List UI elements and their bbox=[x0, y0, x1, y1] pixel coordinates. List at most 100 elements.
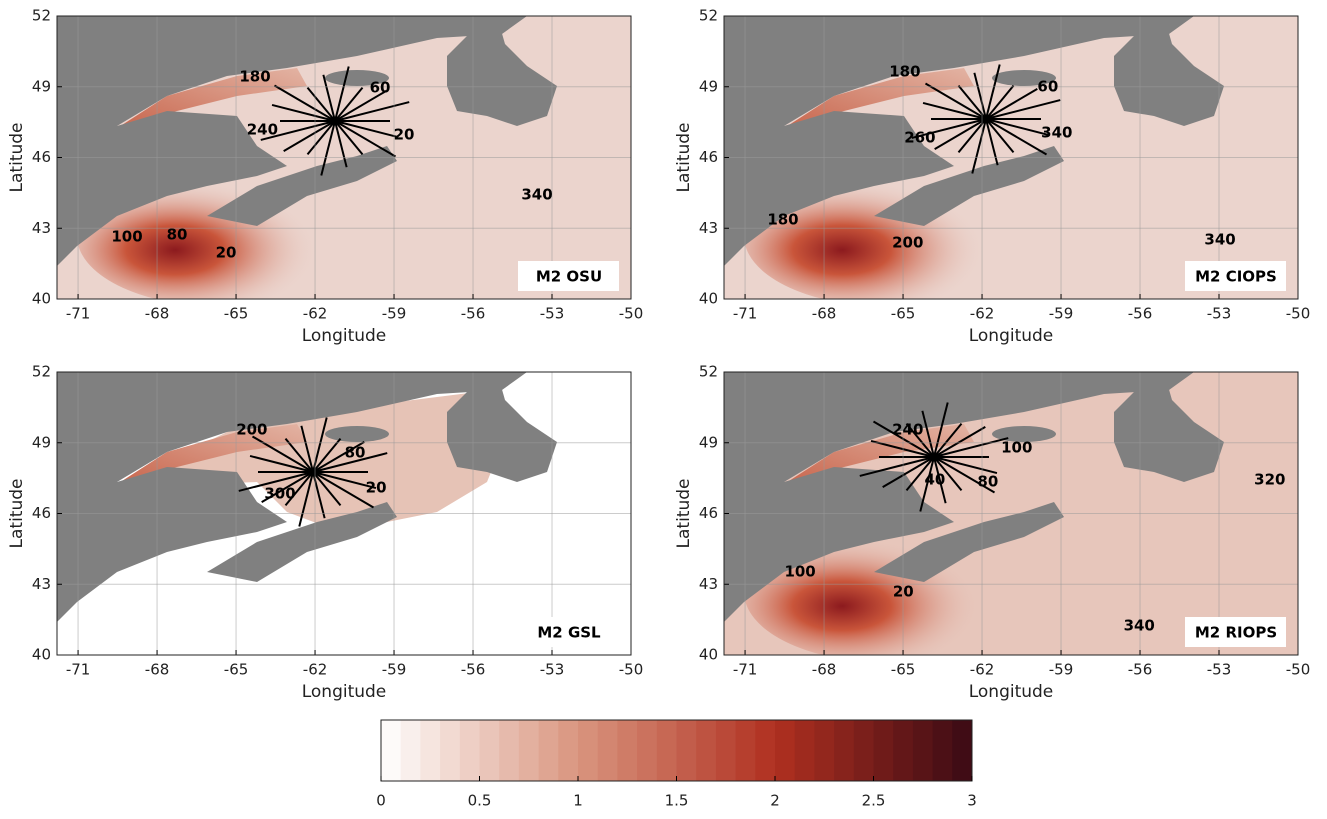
contour-label: 20 bbox=[394, 126, 415, 144]
y-axis-label: Latitude bbox=[674, 479, 694, 549]
colorbar-swatch bbox=[480, 720, 500, 781]
y-tick-label: 52 bbox=[32, 363, 51, 381]
contour-label: 240 bbox=[892, 421, 923, 439]
x-tick-label: -56 bbox=[461, 305, 486, 323]
contour-label: 20 bbox=[216, 244, 237, 262]
x-axis-label: Longitude bbox=[969, 326, 1054, 346]
map-area bbox=[57, 372, 631, 655]
figure: -71-68-65-62-59-56-53-504043464952180602… bbox=[0, 0, 1327, 815]
y-tick-label: 43 bbox=[32, 219, 51, 237]
contour-label: 40 bbox=[924, 471, 945, 489]
colorbar-tick-label: 1 bbox=[573, 792, 583, 810]
colorbar-swatch bbox=[401, 720, 421, 781]
y-tick-label: 49 bbox=[699, 77, 718, 95]
contour-label: 260 bbox=[904, 128, 935, 146]
colorbar-swatch bbox=[460, 720, 480, 781]
contour-label: 100 bbox=[111, 227, 142, 245]
x-tick-label: -50 bbox=[1286, 661, 1311, 679]
x-tick-label: -50 bbox=[1286, 305, 1311, 323]
y-tick-label: 43 bbox=[699, 575, 718, 593]
contour-label: 300 bbox=[264, 485, 295, 503]
panel-label: M2 CIOPS bbox=[1195, 268, 1277, 286]
x-tick-label: -68 bbox=[145, 661, 170, 679]
map-panel: -71-68-65-62-59-56-53-504043464952240100… bbox=[674, 363, 1310, 703]
x-tick-label: -59 bbox=[382, 305, 407, 323]
y-tick-label: 46 bbox=[32, 504, 51, 522]
x-tick-label: -59 bbox=[1049, 305, 1074, 323]
colorbar-swatch bbox=[381, 720, 401, 781]
x-tick-label: -56 bbox=[461, 661, 486, 679]
y-tick-label: 40 bbox=[699, 290, 718, 308]
panel-label: M2 RIOPS bbox=[1195, 624, 1277, 642]
x-tick-label: -53 bbox=[540, 661, 565, 679]
x-tick-label: -71 bbox=[733, 661, 758, 679]
x-tick-label: -68 bbox=[145, 305, 170, 323]
y-tick-label: 40 bbox=[32, 290, 51, 308]
y-tick-label: 43 bbox=[32, 575, 51, 593]
colorbar-swatch bbox=[814, 720, 834, 781]
colorbar-tick-label: 1.5 bbox=[665, 792, 689, 810]
contour-label: 80 bbox=[345, 444, 366, 462]
x-tick-label: -71 bbox=[733, 305, 758, 323]
colorbar-tick-label: 0 bbox=[376, 792, 386, 810]
x-tick-label: -53 bbox=[1207, 305, 1232, 323]
colorbar-swatch bbox=[637, 720, 657, 781]
colorbar-swatch bbox=[736, 720, 756, 781]
colorbar-swatch bbox=[913, 720, 933, 781]
colorbar-swatch bbox=[657, 720, 677, 781]
x-tick-label: -68 bbox=[812, 661, 837, 679]
y-tick-label: 49 bbox=[32, 77, 51, 95]
colorbar-swatch bbox=[874, 720, 894, 781]
y-tick-label: 49 bbox=[32, 433, 51, 451]
x-tick-label: -62 bbox=[303, 661, 328, 679]
colorbar-swatch bbox=[558, 720, 578, 781]
y-tick-label: 52 bbox=[32, 7, 51, 25]
contour-label: 340 bbox=[1124, 616, 1155, 634]
contour-label: 200 bbox=[236, 421, 267, 439]
contour-label: 60 bbox=[370, 78, 391, 96]
colorbar-swatch bbox=[696, 720, 716, 781]
x-tick-label: -62 bbox=[970, 305, 995, 323]
colorbar-tick-label: 2.5 bbox=[862, 792, 886, 810]
contour-label: 200 bbox=[892, 233, 923, 251]
x-tick-label: -62 bbox=[970, 661, 995, 679]
contour-label: 340 bbox=[521, 185, 552, 203]
map-panel: -71-68-65-62-59-56-53-504043464952180602… bbox=[674, 7, 1310, 347]
y-tick-label: 40 bbox=[699, 646, 718, 664]
contour-label: 80 bbox=[977, 473, 998, 491]
contour-label: 180 bbox=[239, 68, 270, 86]
x-tick-label: -68 bbox=[812, 305, 837, 323]
contour-label: 180 bbox=[767, 210, 798, 228]
contour-label: 240 bbox=[247, 120, 278, 138]
colorbar-tick-label: 3 bbox=[967, 792, 977, 810]
x-tick-label: -56 bbox=[1128, 305, 1153, 323]
map-panel: -71-68-65-62-59-56-53-504043464952180602… bbox=[7, 7, 643, 347]
x-axis-label: Longitude bbox=[302, 682, 387, 702]
x-tick-label: -56 bbox=[1128, 661, 1153, 679]
x-axis-label: Longitude bbox=[302, 326, 387, 346]
colorbar-swatch bbox=[775, 720, 795, 781]
y-tick-label: 40 bbox=[32, 646, 51, 664]
x-tick-label: -53 bbox=[1207, 661, 1232, 679]
x-tick-label: -53 bbox=[540, 305, 565, 323]
colorbar-tick-label: 2 bbox=[770, 792, 780, 810]
colorbar-swatch bbox=[617, 720, 637, 781]
colorbar-swatch bbox=[539, 720, 559, 781]
contour-label: 60 bbox=[1037, 77, 1058, 95]
x-tick-label: -65 bbox=[891, 305, 916, 323]
map-panel: -71-68-65-62-59-56-53-504043464952200803… bbox=[7, 363, 643, 703]
colorbar-swatch bbox=[578, 720, 598, 781]
y-axis-label: Latitude bbox=[674, 123, 694, 193]
y-axis-label: Latitude bbox=[7, 479, 27, 549]
contour-label: 20 bbox=[366, 479, 387, 497]
y-tick-label: 49 bbox=[699, 433, 718, 451]
contour-label: 320 bbox=[1254, 471, 1285, 489]
colorbar: 00.511.522.53 bbox=[376, 720, 977, 810]
colorbar-swatch bbox=[499, 720, 519, 781]
x-tick-label: -71 bbox=[66, 305, 91, 323]
y-tick-label: 52 bbox=[699, 7, 718, 25]
y-tick-label: 46 bbox=[699, 504, 718, 522]
contour-label: 20 bbox=[893, 583, 914, 601]
y-tick-label: 46 bbox=[32, 148, 51, 166]
colorbar-swatch bbox=[834, 720, 854, 781]
